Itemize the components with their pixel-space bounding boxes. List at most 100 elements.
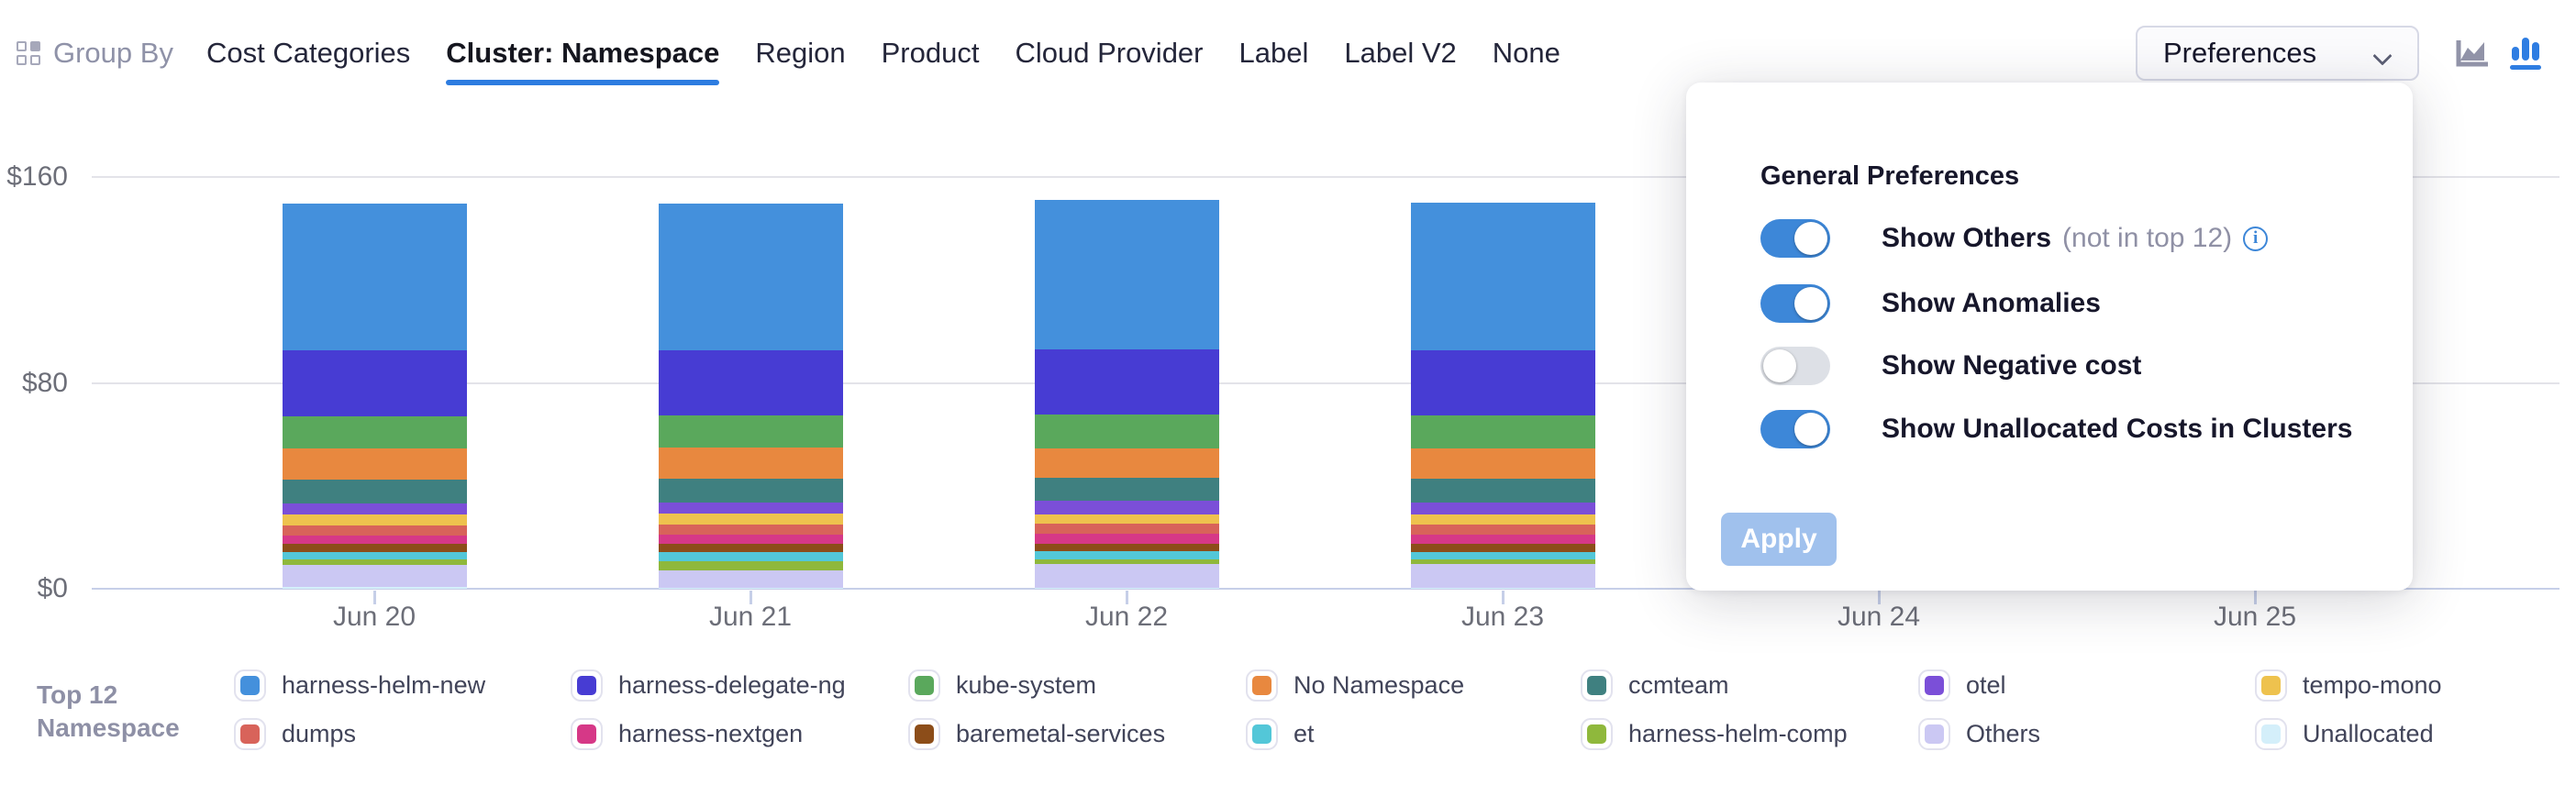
info-icon[interactable]: i xyxy=(2243,226,2269,251)
bar-segment-baremetal-services[interactable] xyxy=(1410,543,1595,552)
bar-segment-baremetal-services[interactable] xyxy=(282,543,467,552)
bar-segment-harness-delegate-ng[interactable] xyxy=(1034,348,1219,415)
bar-segment-dumps[interactable] xyxy=(658,525,843,536)
bar-segment-others[interactable] xyxy=(282,564,467,587)
bar-segment-kube-system[interactable] xyxy=(1410,415,1595,449)
bar-segment-harness-delegate-ng[interactable] xyxy=(282,350,467,416)
bar-segment-et[interactable] xyxy=(282,551,467,559)
tab-cost-categories[interactable]: Cost Categories xyxy=(206,37,411,69)
bar-segment-baremetal-services[interactable] xyxy=(658,543,843,552)
legend-item-tempo-mono[interactable]: tempo-mono xyxy=(2255,669,2442,702)
bar-segment-ccmteam[interactable] xyxy=(658,478,843,503)
bar-segment-harness-helm-new[interactable] xyxy=(1410,202,1595,350)
legend-item-otel[interactable]: otel xyxy=(1918,669,2006,702)
toggle-show-unallocated-costs-in-clusters[interactable] xyxy=(1760,410,1830,448)
x-axis-tick xyxy=(1878,591,1881,604)
bar-segment-no-namespace[interactable] xyxy=(1034,448,1219,478)
bar-segment-tempo-mono[interactable] xyxy=(658,514,843,525)
bar-segment-harness-nextgen[interactable] xyxy=(658,535,843,544)
bar-segment-harness-delegate-ng[interactable] xyxy=(658,349,843,416)
tab-region[interactable]: Region xyxy=(755,37,846,69)
bar-segment-et[interactable] xyxy=(1034,550,1219,559)
bar-segment-dumps[interactable] xyxy=(1034,524,1219,534)
apply-button[interactable]: Apply xyxy=(1721,513,1837,566)
bar-segment-harness-helm-new[interactable] xyxy=(282,204,467,351)
bar-segment-harness-helm-comp[interactable] xyxy=(1034,558,1219,564)
bar-segment-no-namespace[interactable] xyxy=(658,448,843,479)
legend-item-label: ccmteam xyxy=(1628,671,1729,699)
legend-item-harness-helm-comp[interactable]: harness-helm-comp xyxy=(1581,718,1848,750)
bar-segment-harness-nextgen[interactable] xyxy=(1410,535,1595,544)
legend-color-chip xyxy=(571,669,603,702)
tab-cluster-namespace[interactable]: Cluster: Namespace xyxy=(446,37,720,85)
toggle-knob xyxy=(1794,413,1827,446)
legend-item-no-namespace[interactable]: No Namespace xyxy=(1246,669,1464,702)
bar-segment-tempo-mono[interactable] xyxy=(1034,514,1219,525)
bar-chart-icon[interactable] xyxy=(2510,35,2541,74)
bar-segment-harness-helm-comp[interactable] xyxy=(282,558,467,565)
bar-segment-harness-nextgen[interactable] xyxy=(1034,533,1219,544)
bar-segment-dumps[interactable] xyxy=(1410,525,1595,536)
bar-segment-otel[interactable] xyxy=(282,503,467,514)
toggle-show-anomalies[interactable] xyxy=(1760,284,1830,323)
bar-segment-kube-system[interactable] xyxy=(658,415,843,448)
toggle-show-negative-cost[interactable] xyxy=(1760,347,1830,385)
bar-segment-others[interactable] xyxy=(1410,564,1595,588)
toggle-row: Show Negative cost xyxy=(1760,347,2141,385)
legend-item-dumps[interactable]: dumps xyxy=(234,718,356,750)
bar-jun-21[interactable] xyxy=(658,203,843,589)
toggle-knob xyxy=(1794,287,1827,320)
legend-item-kube-system[interactable]: kube-system xyxy=(908,669,1096,702)
bar-segment-harness-helm-comp[interactable] xyxy=(658,560,843,570)
bar-segment-unallocated[interactable] xyxy=(1034,587,1219,589)
toggle-show-others[interactable] xyxy=(1760,219,1830,258)
bar-segment-otel[interactable] xyxy=(1034,500,1219,514)
bar-segment-otel[interactable] xyxy=(658,502,843,514)
bar-segment-ccmteam[interactable] xyxy=(1034,477,1219,501)
legend-item-et[interactable]: et xyxy=(1246,718,1315,750)
bar-segment-harness-delegate-ng[interactable] xyxy=(1410,349,1595,416)
area-chart-icon[interactable] xyxy=(2451,37,2492,74)
bar-segment-unallocated[interactable] xyxy=(282,586,467,589)
legend-item-harness-helm-new[interactable]: harness-helm-new xyxy=(234,669,485,702)
bar-segment-kube-system[interactable] xyxy=(1034,414,1219,448)
bar-jun-20[interactable] xyxy=(282,204,467,589)
bar-segment-no-namespace[interactable] xyxy=(282,448,467,480)
bar-segment-ccmteam[interactable] xyxy=(1410,479,1595,503)
bar-segment-otel[interactable] xyxy=(1410,502,1595,514)
tab-product[interactable]: Product xyxy=(881,37,980,69)
preferences-dropdown-button[interactable]: Preferences xyxy=(2136,26,2419,81)
bar-segment-et[interactable] xyxy=(1410,551,1595,559)
bar-segment-no-namespace[interactable] xyxy=(1410,448,1595,480)
bar-jun-23[interactable] xyxy=(1410,202,1595,589)
toggle-knob xyxy=(1763,349,1796,382)
bar-segment-others[interactable] xyxy=(1034,563,1219,588)
tab-cloud-provider[interactable]: Cloud Provider xyxy=(1015,37,1204,69)
bar-segment-et[interactable] xyxy=(658,551,843,561)
bar-segment-harness-helm-new[interactable] xyxy=(658,203,843,350)
bar-segment-kube-system[interactable] xyxy=(282,415,467,449)
bar-segment-harness-nextgen[interactable] xyxy=(282,535,467,544)
legend-item-ccmteam[interactable]: ccmteam xyxy=(1581,669,1729,702)
bar-segment-tempo-mono[interactable] xyxy=(282,514,467,525)
legend-item-baremetal-services[interactable]: baremetal-services xyxy=(908,718,1165,750)
legend-item-unallocated[interactable]: Unallocated xyxy=(2255,718,2434,750)
bar-segment-unallocated[interactable] xyxy=(658,587,843,589)
bar-segment-others[interactable] xyxy=(658,569,843,588)
bar-segment-harness-helm-new[interactable] xyxy=(1034,199,1219,349)
bar-segment-baremetal-services[interactable] xyxy=(1034,543,1219,551)
bar-jun-22[interactable] xyxy=(1034,199,1219,589)
bar-segment-harness-helm-comp[interactable] xyxy=(1410,558,1595,565)
bar-segment-tempo-mono[interactable] xyxy=(1410,514,1595,525)
tab-label[interactable]: Label xyxy=(1238,37,1309,69)
bar-segment-unallocated[interactable] xyxy=(1410,587,1595,589)
group-by-tabs: Cost Categories Cluster: Namespace Region P… xyxy=(206,31,1560,85)
bar-segment-ccmteam[interactable] xyxy=(282,479,467,503)
tab-label-v2[interactable]: Label V2 xyxy=(1344,37,1457,69)
tab-none[interactable]: None xyxy=(1492,37,1560,69)
legend-item-harness-nextgen[interactable]: harness-nextgen xyxy=(571,718,803,750)
bar-segment-dumps[interactable] xyxy=(282,525,467,536)
legend-item-harness-delegate-ng[interactable]: harness-delegate-ng xyxy=(571,669,846,702)
legend-item-others[interactable]: Others xyxy=(1918,718,2040,750)
